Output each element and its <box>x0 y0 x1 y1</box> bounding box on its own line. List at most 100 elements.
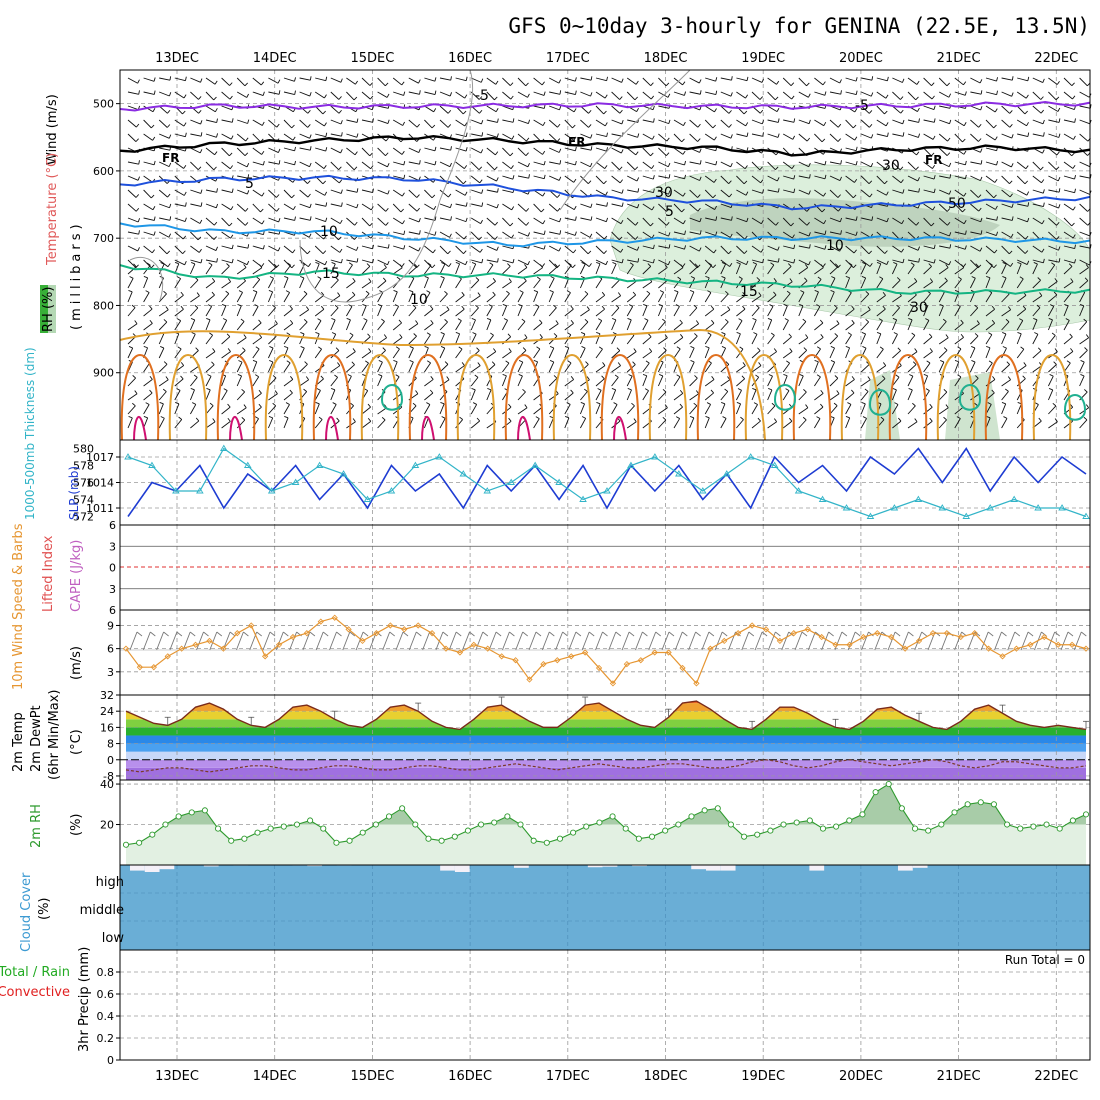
precip-unit-label: 3hr Precip (mm) <box>77 947 92 1052</box>
wind-point-5 <box>192 641 199 648</box>
cloud-high-gap-38 <box>691 865 706 870</box>
rh2m-point-73 <box>1082 811 1090 818</box>
wind-point-3 <box>164 653 171 660</box>
wind-point-47 <box>776 637 784 645</box>
rh2m-point-61 <box>925 827 932 834</box>
rh2m-point-26 <box>464 827 471 834</box>
rh2m-point-29 <box>504 813 511 820</box>
contour-label-13: 30 <box>910 300 928 316</box>
rh2m-point-62 <box>938 821 945 828</box>
isotherm--5 <box>119 100 1091 112</box>
wind-point-50 <box>818 633 825 641</box>
bl-envelope <box>119 328 766 441</box>
cloud-cover-panel <box>119 864 1091 951</box>
thickness-point-9 <box>339 470 348 477</box>
wind-point-61 <box>971 630 978 637</box>
temp-tick-16: 16 <box>100 721 114 734</box>
cloud-high-gap-0 <box>130 865 145 871</box>
rh2m-point-37 <box>609 813 616 820</box>
thickness-point-15 <box>483 487 492 494</box>
top-date-19DEC: 19DEC <box>741 51 785 66</box>
bl-contour-19 <box>1032 353 1072 441</box>
minmax-label: (6hr Min/Max) <box>47 690 62 780</box>
precip-conv-label: Convective <box>0 985 70 1000</box>
bottom-date-16DEC: 16DEC <box>448 1069 492 1084</box>
thickness-point-16 <box>507 478 515 485</box>
temperature-label: Temperature (°C) <box>45 153 60 266</box>
upper-air-panel: -5 -5 FR FR FR 5 5 10 10 15 15 10 30 30 50 30 500 600 700… <box>93 69 1092 441</box>
wind-point-17 <box>359 637 366 645</box>
rh2m-point-66 <box>990 801 997 808</box>
thickness-tick-574: 574 <box>73 494 94 507</box>
rh2m-point-1 <box>136 839 143 846</box>
contour-label-10: 15 <box>740 284 758 300</box>
wind10-label: 10m Wind Speed & Barbs <box>11 523 26 690</box>
wind-point-34 <box>595 664 603 672</box>
thickness-point-37 <box>1010 495 1018 502</box>
cloud-low-middle-fill <box>120 865 1090 950</box>
bl-contour-9 <box>552 353 592 441</box>
wind-point-15 <box>331 614 338 621</box>
isotherm-FR <box>119 134 1091 157</box>
wind-point-53 <box>860 633 867 641</box>
bl-contour-11 <box>648 353 688 441</box>
top-date-18DEC: 18DEC <box>644 51 688 66</box>
wind-point-65 <box>1027 641 1034 648</box>
wind-point-39 <box>665 649 672 656</box>
rh2m-point-63 <box>951 809 958 816</box>
rh2m-point-60 <box>911 825 919 832</box>
bl-contour-3 <box>264 353 304 441</box>
wind-point-19 <box>387 622 394 629</box>
wind-point-28 <box>512 657 519 664</box>
thickness-point-30 <box>842 504 851 511</box>
thickness-point-18 <box>555 478 563 485</box>
rh2m-point-51 <box>793 819 800 826</box>
thickness-tick-572: 572 <box>73 511 94 524</box>
bl-contour-16 <box>888 353 928 441</box>
wind-tick-3: 3 <box>107 666 114 679</box>
isotherm-5 <box>119 174 1091 211</box>
rh2m-point-50 <box>780 821 787 828</box>
temp2m-label: 2m Temp <box>11 712 26 772</box>
wind-point-35 <box>609 680 617 687</box>
wind-point-56 <box>901 645 909 652</box>
rh2m-point-0 <box>122 841 130 848</box>
bl-contour-6 <box>408 353 448 441</box>
wind-point-68 <box>1068 641 1076 648</box>
slp-label: SLP (mb) <box>67 466 81 520</box>
pressure-tick-700: 700 <box>93 232 114 245</box>
temp-tick-8: 8 <box>107 738 114 751</box>
thickness-point-28 <box>794 487 803 494</box>
rh2m-point-20 <box>385 813 393 820</box>
wind-point-32 <box>568 653 575 660</box>
rh2m-point-41 <box>662 827 669 834</box>
thickness-point-8 <box>315 461 324 468</box>
wind-point-20 <box>401 626 408 633</box>
contour-label-9: 15 <box>322 266 340 282</box>
rh2m-point-36 <box>596 819 603 826</box>
rh2m-point-23 <box>425 835 432 842</box>
wind-point-0 <box>122 645 130 652</box>
precip-tick-0.8: 0.8 <box>97 966 115 979</box>
thickness-point-25 <box>722 470 731 477</box>
temp-band-4 <box>126 735 1086 744</box>
wind-point-11 <box>275 641 283 648</box>
wind-point-54 <box>874 630 881 637</box>
temp2m-line <box>125 700 1087 731</box>
precip-tick-0.2: 0.2 <box>97 1032 115 1045</box>
thickness-tick-580: 580 <box>73 443 94 456</box>
temp-band-6 <box>126 719 1086 728</box>
wind-point-24 <box>456 649 464 656</box>
series-Thickness <box>127 447 1087 518</box>
wind-point-21 <box>415 622 422 629</box>
thickness-point-10 <box>363 495 372 502</box>
thickness-point-19 <box>579 495 587 502</box>
thickness-point-21 <box>627 461 635 468</box>
temp-band-0 <box>126 767 1086 780</box>
bottom-date-21DEC: 21DEC <box>937 1069 981 1084</box>
temp-band-2 <box>126 751 1086 760</box>
thickness-point-12 <box>411 461 420 468</box>
wind-point-27 <box>498 653 505 660</box>
rh2m-point-72 <box>1069 817 1076 824</box>
wind-point-40 <box>679 664 686 672</box>
